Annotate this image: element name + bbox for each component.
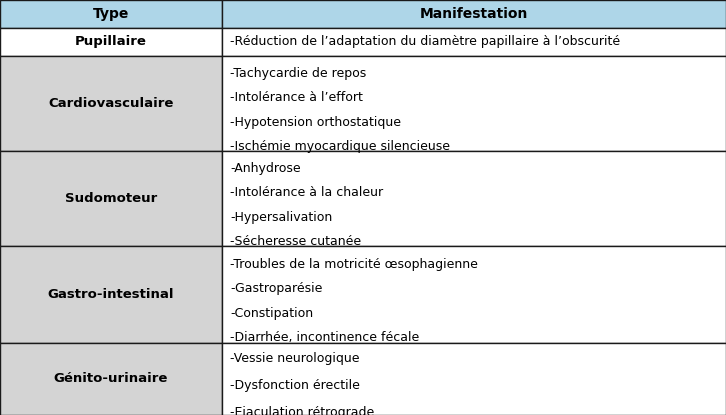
- Text: Gastro-intestinal: Gastro-intestinal: [48, 288, 174, 301]
- Text: Génito-urinaire: Génito-urinaire: [54, 373, 168, 386]
- Text: Pupillaire: Pupillaire: [75, 36, 147, 49]
- Bar: [222, 28, 726, 56]
- Bar: [0, 28, 222, 56]
- Text: -Sécheresse cutanée: -Sécheresse cutanée: [230, 234, 361, 248]
- Text: Type: Type: [93, 7, 129, 21]
- Bar: [0, 246, 222, 343]
- Text: -Gastroparésie: -Gastroparésie: [230, 282, 322, 295]
- Text: -Hypotension orthostatique: -Hypotension orthostatique: [230, 115, 401, 129]
- Text: -Ischémie myocardique silencieuse: -Ischémie myocardique silencieuse: [230, 139, 450, 153]
- Text: -Vessie neurologique: -Vessie neurologique: [230, 352, 359, 365]
- Bar: [222, 56, 726, 151]
- Bar: [0, 0, 222, 28]
- Text: -Intolérance à la chaleur: -Intolérance à la chaleur: [230, 186, 383, 200]
- Text: -Dysfonction érectile: -Dysfonction érectile: [230, 379, 360, 392]
- Bar: [222, 343, 726, 415]
- Text: -Troubles de la motricité œsophagienne: -Troubles de la motricité œsophagienne: [230, 258, 478, 271]
- Bar: [222, 246, 726, 343]
- Bar: [222, 0, 726, 28]
- Bar: [0, 56, 222, 151]
- Bar: [0, 343, 222, 415]
- Text: -Hypersalivation: -Hypersalivation: [230, 210, 333, 224]
- Text: Manifestation: Manifestation: [420, 7, 529, 21]
- Text: Sudomoteur: Sudomoteur: [65, 192, 157, 205]
- Text: -Intolérance à l’effort: -Intolérance à l’effort: [230, 91, 363, 105]
- Text: -Diarrhée, incontinence fécale: -Diarrhée, incontinence fécale: [230, 331, 419, 344]
- Text: -Anhydrose: -Anhydrose: [230, 162, 301, 176]
- Text: -Réduction de l’adaptation du diamètre papillaire à l’obscurité: -Réduction de l’adaptation du diamètre p…: [230, 36, 620, 49]
- Text: -Tachycardie de repos: -Tachycardie de repos: [230, 67, 366, 81]
- Bar: [222, 151, 726, 246]
- Bar: [0, 151, 222, 246]
- Text: -Ejaculation rétrograde: -Ejaculation rétrograde: [230, 406, 374, 415]
- Text: Cardiovasculaire: Cardiovasculaire: [49, 97, 174, 110]
- Text: -Constipation: -Constipation: [230, 307, 313, 320]
